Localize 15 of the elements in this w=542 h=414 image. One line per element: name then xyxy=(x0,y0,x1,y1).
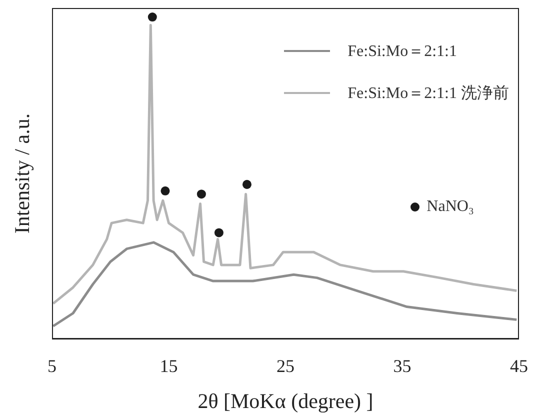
x-tick-label: 45 xyxy=(510,356,528,376)
x-tick-label: 15 xyxy=(160,356,178,376)
point xyxy=(214,228,224,238)
y-axis-title: Intensity / a.u. xyxy=(10,113,34,234)
legend-label: NaNO₃ xyxy=(426,198,474,216)
x-tick-label: 25 xyxy=(276,356,294,376)
point xyxy=(160,186,170,196)
x-tick-label: 35 xyxy=(393,356,412,376)
legend-label: Fe:Si:Mo＝2:1:1 xyxy=(348,42,457,62)
point xyxy=(242,180,252,189)
legend-label: Fe:Si:Mo＝2:1:1 洗浄前 xyxy=(348,84,509,104)
point xyxy=(196,190,206,199)
x-tick-label: 5 xyxy=(48,356,56,376)
x-axis-title: 2θ [MoKα (degree) ] xyxy=(198,389,374,413)
point xyxy=(148,12,157,22)
